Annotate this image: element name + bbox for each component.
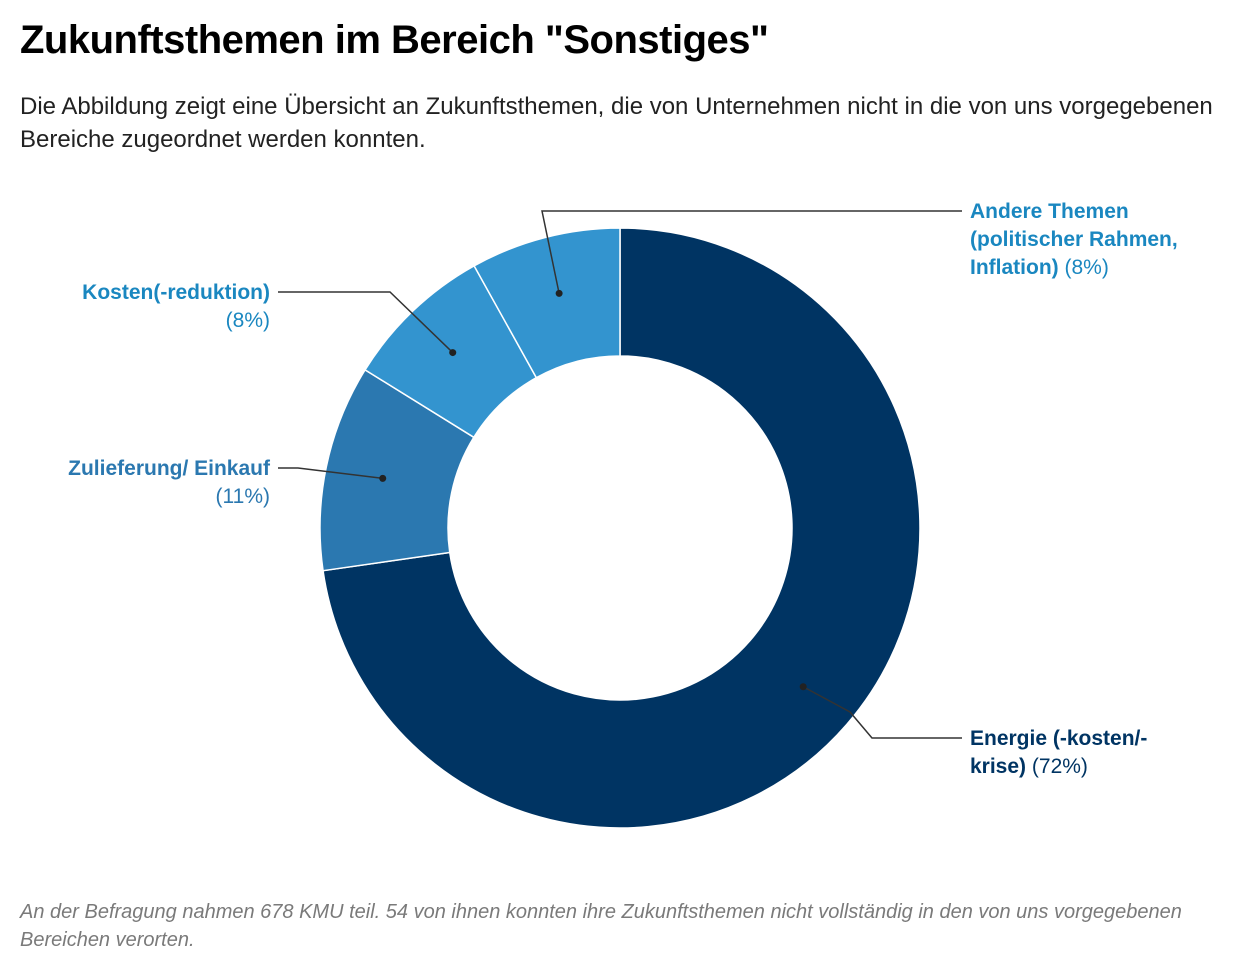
footnote: An der Befragung nahmen 678 KMU teil. 54… [20, 901, 1182, 951]
leader-dot-kosten [449, 349, 457, 357]
label-andere-line3: Inflation) [970, 256, 1059, 279]
label-energie-line1: Energie (-kosten/- [970, 727, 1148, 750]
chart-title: Zukunftsthemen im Bereich "Sonstiges" [20, 18, 769, 62]
label-zulieferung-value: (11%) [215, 485, 270, 508]
label-andere-line1: Andere Themen [970, 200, 1129, 223]
label-andere-themen: Andere Themen (politischer Rahmen, Infla… [970, 198, 1178, 282]
label-kosten-name: Kosten(-reduktion) [82, 281, 270, 304]
donut-slice-energie [322, 227, 921, 829]
leader-line-andere [541, 210, 962, 294]
donut-slice-andere [473, 227, 621, 379]
leader-line-zulieferung [278, 467, 383, 480]
label-energie: Energie (-kosten/- krise) (72%) [970, 725, 1147, 781]
label-kosten: Kosten(-reduktion) (8%) [82, 279, 270, 335]
chart-subtitle: Die Abbildung zeigt eine Übersicht an Zu… [20, 93, 1213, 153]
label-zulieferung-name: Zulieferung/ Einkauf [68, 457, 270, 480]
label-zulieferung: Zulieferung/ Einkauf (11%) [68, 455, 270, 511]
label-andere-line2: (politischer Rahmen, [970, 228, 1178, 251]
label-energie-value: (72%) [1031, 755, 1088, 778]
leader-line-energie [802, 686, 962, 739]
leader-dot-zulieferung [379, 474, 387, 482]
leader-dot-energie [799, 683, 807, 691]
label-energie-line2: krise) [970, 755, 1027, 778]
leader-dot-andere [555, 289, 563, 297]
label-andere-value: (8%) [1064, 256, 1109, 279]
label-kosten-value: (8%) [225, 309, 270, 332]
leader-line-kosten [278, 291, 454, 354]
